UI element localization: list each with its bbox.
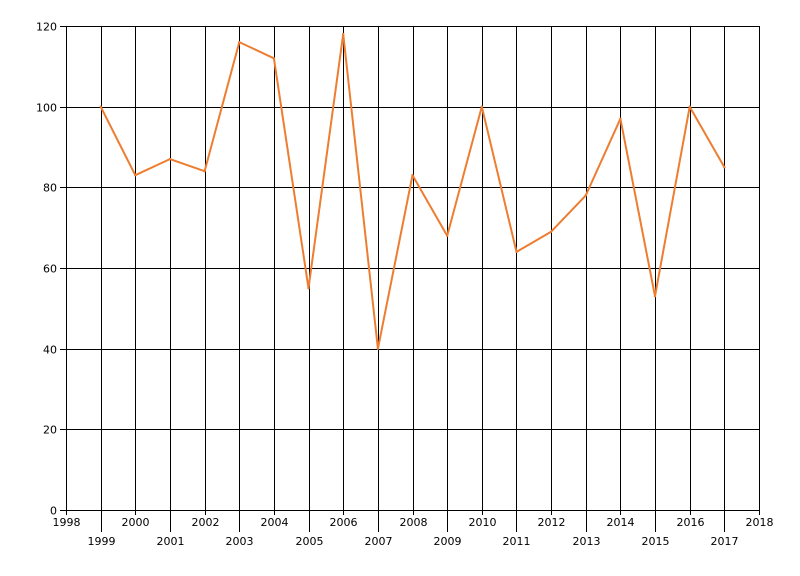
data-point xyxy=(168,157,172,161)
x-tick-label: 2012 xyxy=(538,516,566,529)
data-point xyxy=(619,117,622,121)
data-point xyxy=(99,105,102,108)
y-tick-label: 60 xyxy=(43,263,57,276)
data-point xyxy=(342,32,345,36)
y-tick-label: 0 xyxy=(50,505,57,518)
x-tick-label: 2004 xyxy=(261,516,289,529)
x-tick-label: 2018 xyxy=(746,516,774,529)
data-point xyxy=(411,174,414,177)
grid-lines xyxy=(66,26,760,510)
x-tick-label: 2008 xyxy=(400,516,428,529)
y-tick-label: 100 xyxy=(36,102,57,115)
y-tick-label: 20 xyxy=(43,424,57,437)
x-tick-label: 2007 xyxy=(365,535,393,548)
series-layer xyxy=(99,32,726,350)
y-tick-label: 40 xyxy=(43,344,57,357)
x-tick-label: 2006 xyxy=(330,516,358,529)
data-point xyxy=(307,287,310,290)
tick-labels: 0 20 40 60 80 100 120 1998 1999 2000 2001 2002 2003 2… xyxy=(36,21,774,549)
data-point xyxy=(480,105,483,108)
data-point xyxy=(272,57,276,60)
x-tick-label: 2003 xyxy=(226,535,254,548)
series-line xyxy=(99,33,726,350)
data-point xyxy=(203,170,206,173)
axes xyxy=(60,26,760,532)
data-point xyxy=(446,234,449,237)
data-point xyxy=(653,295,657,298)
data-point xyxy=(515,250,518,254)
x-tick-label: 2011 xyxy=(503,535,531,548)
x-tick-label: 2001 xyxy=(157,535,185,548)
x-tick-label: 2010 xyxy=(469,516,497,529)
x-tick-label: 2005 xyxy=(296,535,324,548)
x-tick-label: 2002 xyxy=(192,516,220,529)
x-tick-label: 2013 xyxy=(573,535,601,548)
data-point xyxy=(238,40,241,44)
x-tick-label: 2000 xyxy=(122,516,150,529)
x-tick-label: 1998 xyxy=(53,516,81,529)
data-point xyxy=(134,174,137,177)
x-tick-label: 2016 xyxy=(677,516,705,529)
data-point xyxy=(376,347,380,350)
data-point xyxy=(584,194,587,197)
x-tick-label: 2017 xyxy=(711,535,739,548)
data-point xyxy=(549,230,553,233)
x-tick-label: 2009 xyxy=(434,535,462,548)
y-tick-label: 80 xyxy=(43,182,57,195)
data-point xyxy=(688,105,691,108)
x-tick-label: 2015 xyxy=(642,535,670,548)
y-tick-label: 120 xyxy=(36,21,57,34)
x-tick-label: 2014 xyxy=(607,516,635,529)
x-tick-label: 1999 xyxy=(88,535,116,548)
data-point xyxy=(723,166,726,169)
